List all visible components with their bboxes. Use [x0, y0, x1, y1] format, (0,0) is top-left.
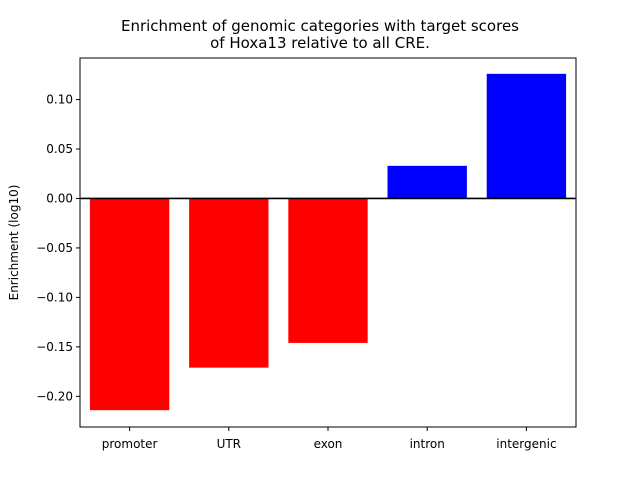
chart-title-line-1: Enrichment of genomic categories with ta…	[120, 17, 519, 35]
x-tick-label: intron	[410, 437, 445, 451]
bar-utr	[189, 198, 269, 368]
bar-exon	[288, 198, 368, 343]
x-tick-label: UTR	[217, 437, 241, 451]
y-tick-label: 0.00	[46, 191, 73, 205]
chart-title-line-2: of Hoxa13 relative to all CRE.	[210, 34, 430, 52]
x-axis-ticks: promoter UTR exon intron intergenic	[102, 427, 557, 451]
y-tick-label: −0.20	[36, 389, 73, 403]
bar-intron	[387, 165, 467, 199]
y-tick-label: 0.05	[46, 142, 73, 156]
bars-group	[89, 73, 567, 411]
x-tick-label: promoter	[102, 437, 158, 451]
bar-promoter	[89, 198, 170, 411]
bar-intergenic	[486, 73, 567, 199]
x-tick-label: intergenic	[496, 437, 556, 451]
y-tick-label: −0.15	[36, 340, 73, 354]
y-axis-label: Enrichment (log10)	[7, 185, 21, 301]
y-tick-label: 0.10	[46, 93, 73, 107]
y-tick-label: −0.05	[36, 241, 73, 255]
y-tick-label: −0.10	[36, 290, 73, 304]
x-tick-label: exon	[314, 437, 343, 451]
y-axis-ticks: 0.10 0.05 0.00 −0.05 −0.10 −0.15 −0.20	[36, 93, 80, 403]
